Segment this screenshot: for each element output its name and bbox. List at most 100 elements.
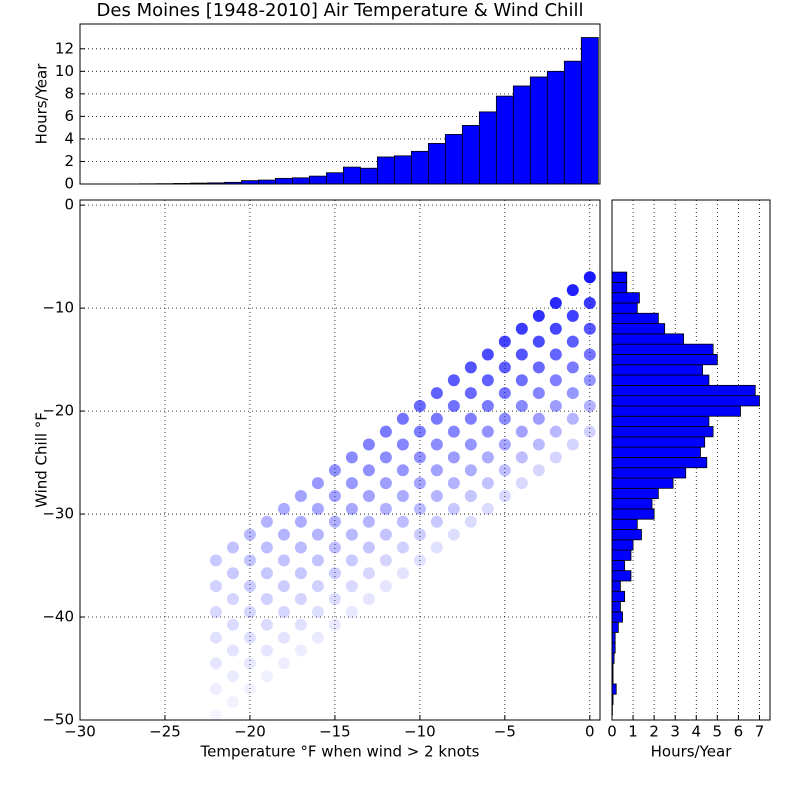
point — [498, 412, 511, 425]
point — [413, 528, 426, 541]
point — [260, 515, 273, 528]
point — [243, 605, 256, 618]
y-tick-label: 4 — [64, 129, 74, 147]
y-tick-label: −20 — [42, 402, 74, 420]
point — [209, 657, 222, 670]
point — [464, 361, 477, 374]
point — [566, 309, 579, 322]
point — [532, 361, 545, 374]
y-axis-label: Hours/Year — [33, 63, 51, 145]
point — [362, 464, 375, 477]
point — [294, 593, 307, 606]
point — [464, 464, 477, 477]
point — [464, 438, 477, 451]
point — [243, 528, 256, 541]
bar — [563, 60, 582, 185]
bar — [512, 85, 531, 185]
point — [209, 554, 222, 567]
bar — [611, 354, 718, 366]
point — [328, 541, 341, 554]
x-tick-label: −10 — [404, 723, 436, 741]
x-tick-label: 1 — [628, 723, 638, 741]
point — [583, 348, 596, 361]
bar — [611, 580, 621, 592]
bar — [611, 374, 710, 386]
point — [379, 425, 392, 438]
bar — [529, 76, 548, 185]
bar — [546, 70, 565, 185]
bar — [611, 611, 623, 623]
point — [396, 412, 409, 425]
bar — [611, 683, 617, 695]
bar — [359, 167, 378, 185]
point — [226, 644, 239, 657]
bar — [275, 177, 293, 185]
point — [226, 670, 239, 683]
bar — [611, 539, 634, 551]
point — [277, 528, 290, 541]
bar — [611, 271, 628, 283]
point — [311, 554, 324, 567]
point — [481, 425, 494, 438]
point — [328, 515, 341, 528]
x-tick-label: 5 — [713, 723, 723, 741]
point — [396, 464, 409, 477]
point — [481, 374, 494, 387]
point — [345, 502, 358, 515]
point — [549, 348, 562, 361]
point — [481, 451, 494, 464]
point — [362, 541, 375, 554]
x-tick-label: −20 — [234, 723, 266, 741]
point — [447, 477, 460, 490]
point — [532, 309, 545, 322]
y-tick-label: 0 — [64, 175, 74, 193]
point — [464, 490, 477, 503]
y-tick-label: −30 — [42, 505, 74, 523]
point — [430, 438, 443, 451]
point — [532, 387, 545, 400]
point — [549, 374, 562, 387]
chart-title: Des Moines [1948-2010] Air Temperature &… — [97, 0, 584, 21]
point — [328, 567, 341, 580]
point — [311, 605, 324, 618]
point — [294, 490, 307, 503]
bar — [611, 549, 632, 561]
bar — [611, 529, 642, 541]
point — [430, 515, 443, 528]
point — [328, 618, 341, 631]
y-tick-label: −10 — [42, 299, 74, 317]
bar — [309, 175, 327, 185]
point — [515, 399, 528, 412]
bar — [611, 426, 714, 438]
point — [549, 322, 562, 335]
point — [396, 490, 409, 503]
bar — [611, 508, 655, 520]
bar — [410, 150, 429, 185]
point — [447, 528, 460, 541]
bar — [611, 590, 626, 602]
point — [311, 580, 324, 593]
point — [413, 399, 426, 412]
y-tick-label: 10 — [55, 62, 74, 80]
x-tick-label: 7 — [755, 723, 765, 741]
point — [345, 451, 358, 464]
point — [498, 490, 511, 503]
point — [566, 335, 579, 348]
point — [260, 541, 273, 554]
point — [362, 490, 375, 503]
point — [328, 490, 341, 503]
point — [447, 425, 460, 438]
point — [226, 567, 239, 580]
bar — [611, 292, 640, 304]
y-tick-label: 6 — [64, 107, 74, 125]
point — [498, 335, 511, 348]
bar — [427, 143, 446, 185]
point — [260, 593, 273, 606]
point — [226, 695, 239, 708]
point — [566, 284, 579, 297]
bar — [611, 323, 666, 335]
point — [396, 438, 409, 451]
y-tick-label: 2 — [64, 152, 74, 170]
y-tick-label: −50 — [42, 711, 74, 729]
point — [260, 567, 273, 580]
